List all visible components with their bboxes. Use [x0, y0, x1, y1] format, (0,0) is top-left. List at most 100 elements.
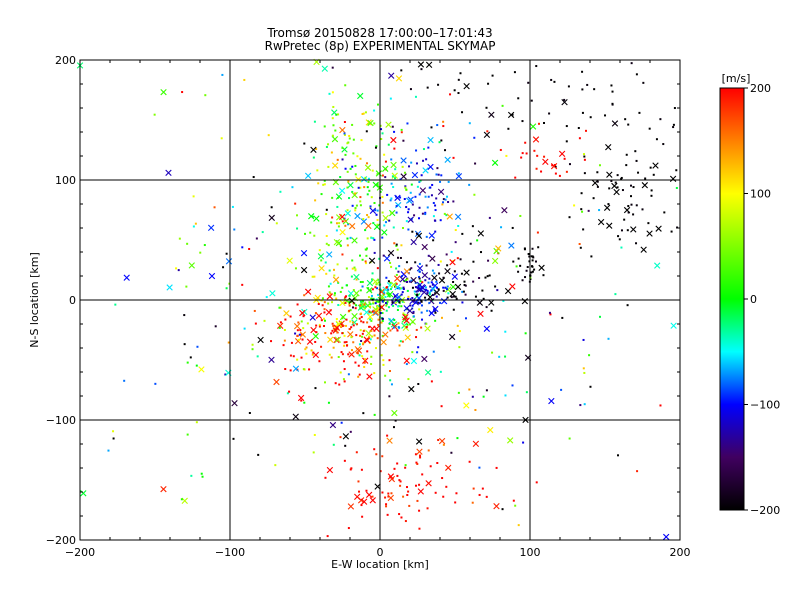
- scatter-point: [257, 453, 260, 456]
- scatter-point: [440, 139, 443, 142]
- scatter-point: [675, 169, 678, 172]
- scatter-point: [374, 209, 377, 212]
- scatter-point: [603, 204, 611, 211]
- scatter-point: [396, 462, 399, 465]
- scatter-point: [624, 118, 627, 121]
- scatter-point: [405, 314, 408, 317]
- scatter-point: [348, 309, 351, 312]
- scatter-point: [305, 346, 308, 349]
- scatter-point: [289, 354, 292, 357]
- scatter-point: [533, 149, 536, 152]
- scatter-point: [408, 280, 411, 283]
- scatter-point: [447, 292, 450, 295]
- scatter-point: [315, 312, 323, 319]
- scatter-point: [283, 329, 286, 332]
- scatter-point: [654, 262, 661, 269]
- scatter-point: [551, 164, 554, 167]
- scatter-point: [519, 264, 522, 267]
- scatter-point: [323, 179, 326, 182]
- scatter-point: [617, 235, 620, 238]
- scatter-point: [299, 333, 302, 336]
- plot-area: [76, 58, 681, 541]
- scatter-point: [339, 176, 342, 179]
- scatter-point: [389, 288, 392, 291]
- scatter-point: [354, 269, 357, 272]
- scatter-point: [448, 333, 456, 341]
- y-tick-labels: −200 −100 0 100 200: [46, 54, 76, 547]
- scatter-point: [522, 441, 525, 444]
- scatter-point: [414, 453, 417, 456]
- scatter-point: [583, 403, 586, 406]
- scatter-point: [384, 496, 387, 499]
- scatter-point: [524, 276, 527, 279]
- scatter-point: [385, 276, 388, 279]
- scatter-point: [404, 466, 407, 469]
- scatter-point: [383, 255, 391, 262]
- scatter-point: [361, 285, 364, 288]
- scatter-point: [396, 329, 399, 332]
- scatter-point: [261, 231, 264, 234]
- scatter-point: [517, 257, 520, 260]
- scatter-point: [328, 269, 331, 272]
- scatter-point: [568, 216, 571, 219]
- scatter-point: [366, 321, 369, 324]
- scatter-point: [339, 244, 342, 247]
- scatter-point: [351, 267, 354, 270]
- scatter-point: [420, 174, 423, 177]
- scatter-point: [387, 494, 395, 502]
- scatter-point: [325, 145, 328, 148]
- scatter-point: [456, 324, 459, 327]
- scatter-point: [381, 319, 384, 322]
- scatter-point: [284, 368, 287, 371]
- scatter-point: [418, 206, 421, 209]
- scatter-point: [318, 265, 325, 272]
- scatter-point: [388, 219, 391, 222]
- scatter-point: [402, 139, 405, 142]
- scatter-point: [430, 289, 433, 292]
- scatter-point: [185, 285, 188, 288]
- scatter-point: [325, 242, 328, 245]
- scatter-point: [585, 129, 588, 132]
- scatter-point: [306, 322, 309, 325]
- scatter-point: [339, 436, 342, 439]
- scatter-point: [381, 312, 384, 315]
- scatter-point: [165, 169, 172, 176]
- axis-ticks: [79, 59, 681, 541]
- scatter-point: [416, 351, 419, 354]
- scatter-point: [435, 173, 438, 176]
- scatter-point: [347, 180, 350, 183]
- scatter-point: [393, 319, 396, 322]
- scatter-point: [333, 336, 340, 344]
- scatter-point: [371, 495, 374, 498]
- scatter-point: [536, 231, 539, 234]
- scatter-point: [409, 88, 412, 91]
- scatter-point: [469, 242, 472, 245]
- scatter-point: [352, 152, 355, 155]
- scatter-point: [395, 75, 403, 82]
- scatter-point: [429, 186, 432, 189]
- scatter-point: [404, 334, 411, 341]
- scatter-point: [672, 123, 675, 126]
- scatter-point: [364, 248, 367, 251]
- scatter-point: [563, 157, 566, 160]
- scatter-point: [366, 186, 369, 189]
- scatter-point: [371, 272, 374, 275]
- scatter-point: [333, 324, 341, 331]
- scatter-point: [520, 156, 523, 159]
- scatter-point: [417, 284, 420, 287]
- scatter-point: [195, 364, 198, 367]
- scatter-point: [369, 303, 372, 306]
- scatter-point: [471, 395, 474, 398]
- scatter-point: [354, 209, 357, 212]
- scatter-point: [392, 186, 395, 189]
- scatter-point: [385, 286, 388, 289]
- scatter-point: [418, 217, 421, 220]
- scatter-point: [315, 148, 318, 151]
- scatter-point: [349, 309, 352, 312]
- scatter-point: [381, 174, 384, 177]
- scatter-point: [420, 300, 423, 303]
- scatter-point: [352, 289, 355, 292]
- scatter-point: [351, 259, 354, 262]
- scatter-point: [531, 270, 534, 273]
